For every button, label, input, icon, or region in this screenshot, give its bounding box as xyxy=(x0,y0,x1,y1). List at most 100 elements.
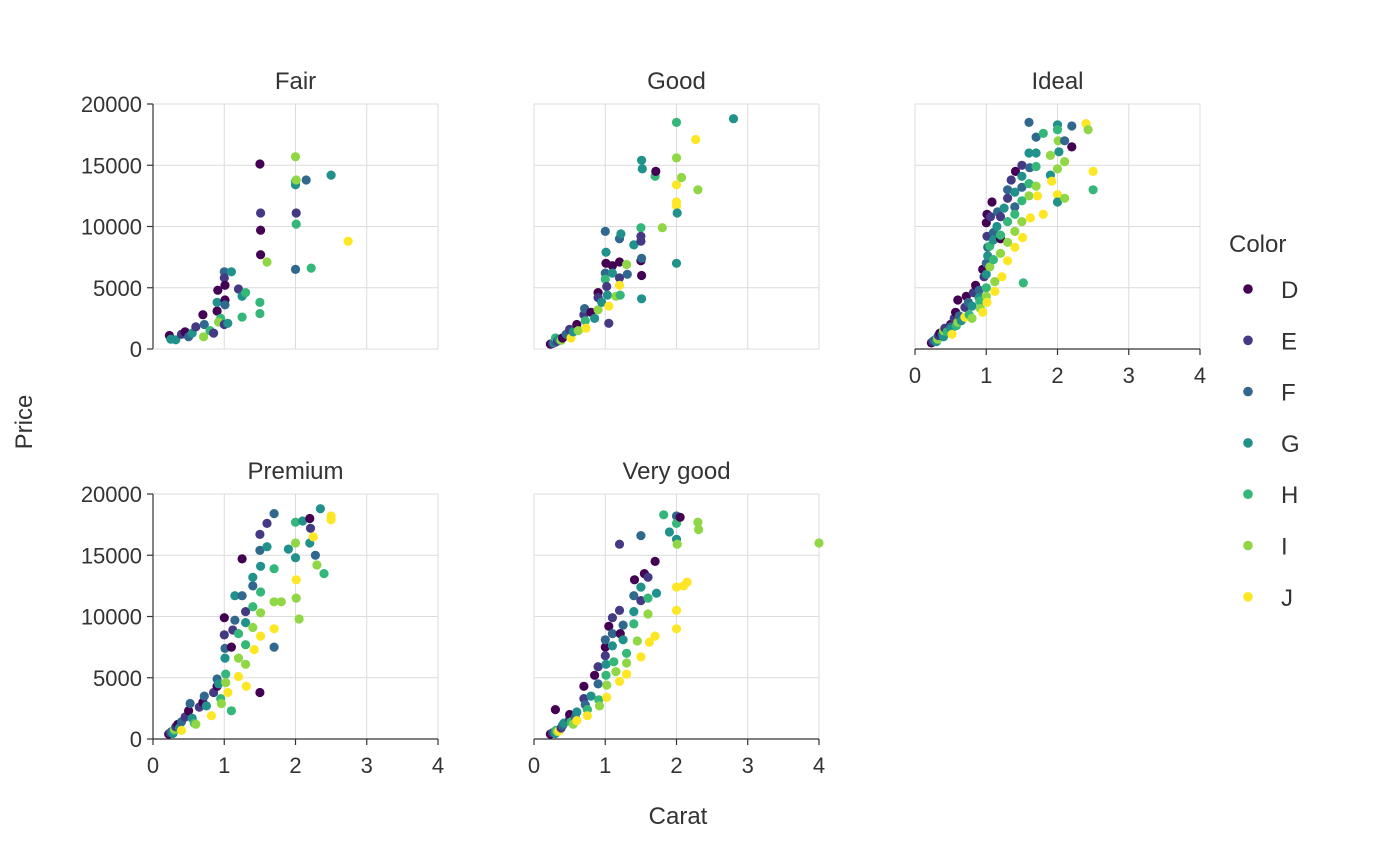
data-point-g xyxy=(597,297,607,307)
data-point-i xyxy=(1010,226,1020,236)
data-point-e xyxy=(600,651,610,661)
panel-fair: Fair 0 5000 10000 15000 20000 xyxy=(81,68,439,362)
data-point-g xyxy=(618,635,628,645)
data-point-j xyxy=(582,711,593,721)
data-point-g xyxy=(999,203,1009,213)
data-point-f xyxy=(269,642,279,652)
data-point-i xyxy=(1060,193,1070,203)
data-point-f xyxy=(600,226,610,236)
data-point-h xyxy=(671,117,682,127)
data-point-e xyxy=(614,605,625,616)
data-point-h xyxy=(241,288,251,298)
data-point-g xyxy=(290,553,301,563)
data-point-d xyxy=(212,306,222,316)
legend-label: J xyxy=(1281,585,1293,612)
data-point-g xyxy=(607,268,618,278)
data-point-g xyxy=(590,313,600,323)
data-point-i xyxy=(990,277,1000,287)
data-point-f xyxy=(269,508,279,519)
data-point-h xyxy=(988,255,999,265)
data-point-g xyxy=(1017,171,1027,181)
y-axis-title: Price xyxy=(11,395,38,450)
data-point-j xyxy=(308,532,318,542)
x-tick-label: 2 xyxy=(1051,363,1063,388)
data-point-h xyxy=(1052,125,1063,135)
legend-item-g: G xyxy=(1243,431,1300,458)
data-point-j xyxy=(256,631,266,641)
data-point-i xyxy=(593,305,603,315)
data-point-g xyxy=(672,208,682,218)
data-point-j xyxy=(581,323,591,333)
data-point-e xyxy=(1006,175,1016,185)
data-point-i xyxy=(602,680,612,690)
data-point-g xyxy=(1054,147,1064,157)
data-point-j xyxy=(982,297,992,307)
panel-points xyxy=(926,117,1098,348)
data-point-e xyxy=(607,613,618,623)
data-point-f xyxy=(974,285,984,295)
data-point-g xyxy=(1052,197,1063,207)
legend-label: D xyxy=(1281,277,1298,304)
data-point-f xyxy=(237,591,247,601)
data-point-f xyxy=(622,269,632,279)
data-point-h xyxy=(256,587,266,597)
data-point-d xyxy=(1067,142,1077,152)
data-point-d xyxy=(237,554,247,564)
data-point-d xyxy=(256,250,266,260)
panel-premium: Premium 0 5000 10000 15000 20000 0 1 2 3 4 xyxy=(81,458,444,778)
data-point-g xyxy=(637,164,647,174)
data-point-i xyxy=(291,593,301,603)
data-point-i xyxy=(291,175,301,185)
legend-swatch xyxy=(1243,540,1253,551)
data-point-i xyxy=(622,658,632,668)
data-point-i xyxy=(290,152,301,162)
data-point-h xyxy=(609,657,619,667)
y-tick-label: 20000 xyxy=(81,92,142,117)
data-point-f xyxy=(1003,185,1013,195)
y-tick-label: 5000 xyxy=(93,666,142,691)
data-point-d xyxy=(650,556,660,567)
data-point-h xyxy=(1010,209,1020,219)
data-point-d xyxy=(953,295,963,305)
x-tick-label: 1 xyxy=(218,753,230,778)
data-point-g xyxy=(988,235,999,245)
data-point-f xyxy=(199,691,209,701)
data-point-g xyxy=(602,290,613,300)
data-point-h xyxy=(975,296,985,306)
data-point-f xyxy=(1010,202,1020,212)
data-point-e xyxy=(305,523,316,533)
data-point-g xyxy=(601,247,611,257)
data-point-f xyxy=(1017,182,1027,192)
data-point-j xyxy=(978,307,988,317)
data-point-j xyxy=(176,725,187,736)
legend-item-e: E xyxy=(1243,328,1297,355)
panel-points xyxy=(545,114,739,349)
data-point-h xyxy=(1038,128,1048,138)
data-point-i xyxy=(967,313,977,323)
data-point-f xyxy=(607,629,618,639)
panel-grid xyxy=(533,493,820,740)
legend-item-h: H xyxy=(1243,482,1298,509)
data-point-i xyxy=(693,185,703,195)
data-point-d xyxy=(213,285,223,295)
data-point-g xyxy=(283,544,293,554)
data-point-g xyxy=(572,707,582,717)
data-point-d xyxy=(637,270,647,281)
data-point-j xyxy=(682,577,692,587)
legend-item-f: F xyxy=(1243,380,1296,407)
data-point-h xyxy=(995,230,1006,240)
data-point-i xyxy=(632,636,642,646)
data-point-e xyxy=(604,318,614,328)
data-point-f xyxy=(255,545,265,556)
data-point-h xyxy=(1088,185,1098,195)
data-point-j xyxy=(1088,166,1098,176)
legend-label: E xyxy=(1281,328,1297,355)
data-point-f xyxy=(629,591,639,601)
data-point-j xyxy=(671,582,682,592)
data-point-i xyxy=(814,538,824,548)
data-point-i xyxy=(241,659,251,669)
data-point-j xyxy=(326,515,336,525)
data-point-h xyxy=(1031,161,1041,172)
data-point-g xyxy=(664,527,675,537)
